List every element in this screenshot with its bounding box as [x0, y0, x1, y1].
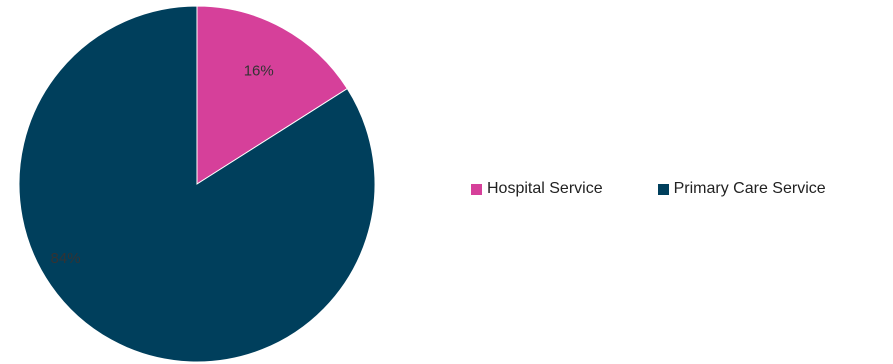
chart-legend: Hospital Service Primary Care Service: [471, 180, 826, 198]
legend-label-hospital-service: Hospital Service: [487, 180, 603, 197]
legend-swatch-primary-care-service: [657, 183, 669, 195]
legend-label-primary-care-service: Primary Care Service: [673, 180, 826, 197]
legend-item-hospital-service: Hospital Service: [471, 180, 603, 198]
pie-slice-primary-care-service: [18, 5, 376, 363]
legend-swatch-hospital-service: [471, 183, 482, 195]
pie-slice-hospital-service: [196, 5, 348, 185]
slice-label-hospital-service: 16%: [244, 63, 274, 80]
legend-item-primary-care-service: Primary Care Service: [657, 180, 826, 198]
slice-label-primary-care-service: 84%: [51, 250, 81, 267]
